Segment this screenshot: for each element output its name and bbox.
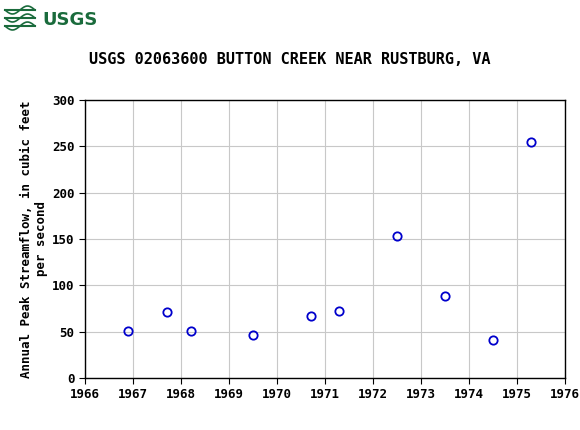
Y-axis label: Annual Peak Streamflow, in cubic feet
per second: Annual Peak Streamflow, in cubic feet pe… (20, 100, 48, 378)
FancyBboxPatch shape (5, 4, 70, 36)
Text: USGS 02063600 BUTTON CREEK NEAR RUSTBURG, VA: USGS 02063600 BUTTON CREEK NEAR RUSTBURG… (89, 52, 491, 67)
Text: USGS: USGS (42, 11, 97, 29)
